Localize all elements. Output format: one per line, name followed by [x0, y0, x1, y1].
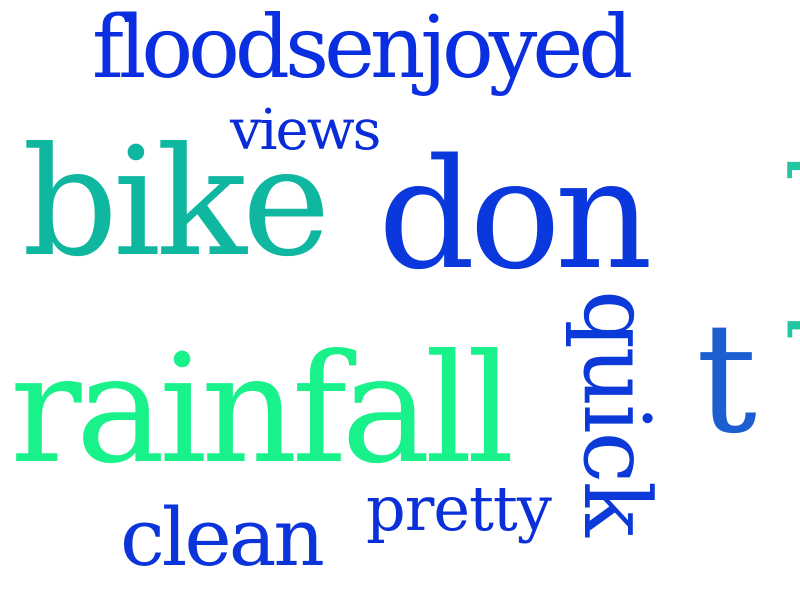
- word-quick: quick: [563, 290, 670, 535]
- word-pretty: pretty: [366, 472, 552, 545]
- word-rainfall: rainfall: [10, 323, 515, 497]
- word-t: t: [696, 290, 758, 467]
- word-clean: clean: [120, 491, 325, 584]
- word-floodsenjoyed: floodsenjoyed: [92, 0, 633, 98]
- word-views: views: [230, 98, 381, 163]
- word-back: back: [772, 126, 800, 340]
- word-bike: bike: [22, 116, 331, 290]
- word-don: don: [378, 126, 653, 303]
